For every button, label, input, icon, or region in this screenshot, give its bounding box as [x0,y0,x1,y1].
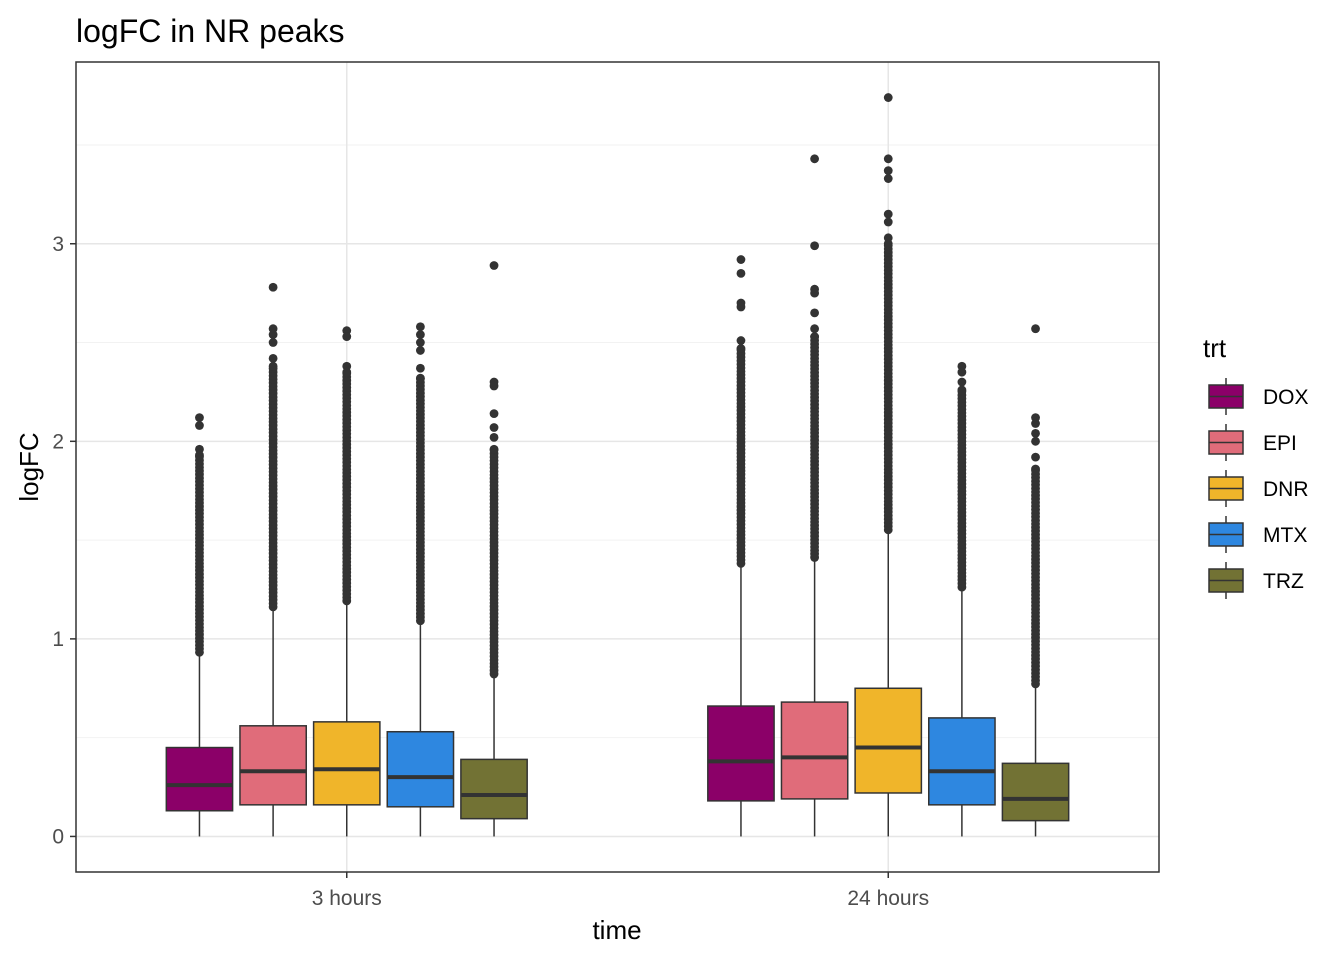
box-body [239,725,307,806]
box-body [460,758,528,820]
legend-label: DNR [1263,478,1309,501]
y-tick-label: 1 [52,628,64,651]
outlier-point [489,381,499,391]
legend-entry-mtx: MTX [1208,516,1307,553]
outlier-point [736,255,746,264]
outlier-point [957,367,967,377]
legend: trt DOX EPI DNR MTX TRZ [1203,333,1309,599]
outlier-point [415,338,425,347]
legend-entry-epi: EPI [1208,424,1297,461]
x-tick-label: 3 hours [312,887,382,910]
outlier-point [489,444,499,454]
legend-entry-dnr: DNR [1208,470,1309,507]
box-epi-24-hours [780,154,849,837]
outlier-point [810,308,820,318]
outlier-point [883,93,893,102]
chart-title: logFC in NR peaks [76,13,345,49]
outlier-point [883,174,893,183]
box-epi-3-hours [239,282,307,837]
outlier-point [883,217,893,227]
outlier-point [736,336,746,345]
outlier-point [1031,464,1040,474]
outlier-point [1031,452,1040,462]
outlier-point [883,239,893,249]
y-tick-label: 2 [52,430,64,453]
outlier-point [810,324,820,334]
outlier-point [415,322,425,332]
outlier-point [195,450,204,460]
box-body [386,730,455,808]
box-body [780,701,849,800]
outlier-point [1031,324,1040,334]
outlier-point [957,385,967,395]
outlier-point [415,363,425,373]
outlier-point [957,377,967,387]
outlier-point [883,154,893,164]
y-tick-label: 3 [52,233,64,256]
box-body [928,717,996,806]
box-trz-24-hours [1001,324,1070,837]
outlier-point [1031,419,1040,428]
outlier-point [736,268,746,278]
outlier-point [810,288,820,298]
legend-label: DOX [1263,386,1309,409]
outlier-point [736,302,746,312]
outlier-point [342,367,352,377]
box-dnr-24-hours [854,93,923,837]
outlier-point [268,282,278,292]
outlier-point [268,361,278,371]
legend-entry-dox: DOX [1208,378,1309,415]
outlier-point [415,330,425,340]
box-trz-3-hours [460,261,528,837]
legend-entry-trz: TRZ [1208,562,1304,599]
outlier-point [268,353,278,363]
outlier-point [342,332,352,342]
box-dnr-3-hours [312,326,381,837]
y-axis-label: logFC [14,432,44,501]
x-tick-label: 24 hours [847,887,929,910]
outlier-point [810,332,820,342]
outlier-point [736,344,746,353]
x-axis: 3 hours 24 hours [312,872,929,910]
legend-label: MTX [1263,524,1307,547]
box-body [854,687,923,794]
outlier-point [195,413,204,423]
outlier-point [883,166,893,176]
box-series [165,93,1070,837]
grid-lines [76,62,1159,872]
box-dox-24-hours [707,255,775,837]
legend-label: EPI [1263,432,1297,455]
outlier-point [415,346,425,355]
outlier-point [810,241,820,251]
x-axis-label: time [592,915,641,945]
outlier-point [1031,436,1040,446]
y-tick-label: 0 [52,825,64,848]
outlier-point [415,373,425,383]
outlier-point [1031,429,1040,438]
box-body [165,746,234,812]
outlier-point [489,423,499,432]
panel-border [75,61,1160,873]
outlier-point [195,421,204,430]
outlier-point [268,338,278,347]
box-body [312,721,381,806]
legend-label: TRZ [1263,570,1304,593]
outlier-point [489,261,499,270]
box-body [707,705,775,802]
outlier-point [883,209,893,219]
outlier-point [268,330,278,340]
outlier-point [810,154,820,164]
outlier-point [489,409,499,419]
y-axis: 0 1 2 3 [52,233,76,848]
box-mtx-24-hours [928,361,996,837]
box-body [1001,762,1070,822]
box-dox-3-hours [165,413,234,837]
outlier-point [489,432,499,442]
legend-title: trt [1203,333,1227,363]
box-mtx-3-hours [386,322,455,837]
